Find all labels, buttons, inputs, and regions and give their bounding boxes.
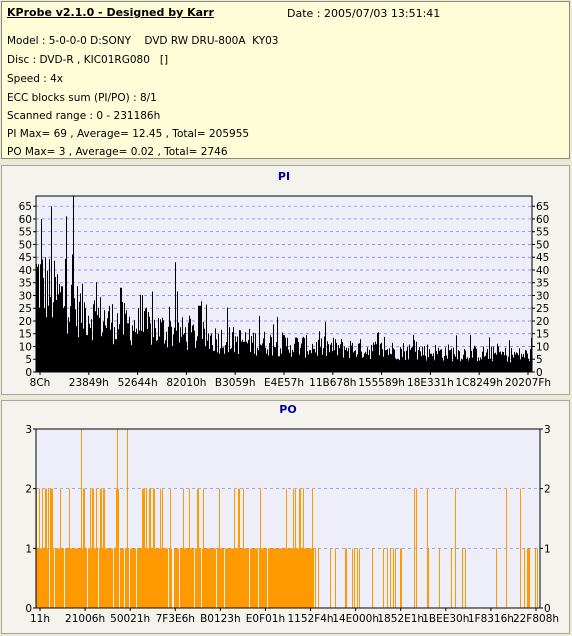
x-tick-label: 1BEE30h (422, 613, 469, 625)
x-tick-label: E0F01h (246, 613, 285, 625)
scan-date: Date : 2005/07/03 13:51:41 (287, 7, 441, 20)
x-tick-label: 8Ch (30, 377, 51, 389)
y-tick-label-right: 65 (536, 201, 549, 213)
y-tick-label-left: 50 (19, 239, 32, 251)
y-tick-label-right: 1 (544, 543, 551, 555)
x-tick-label: 11h (30, 613, 50, 625)
y-tick-label-left: 10 (19, 341, 32, 353)
x-tick-label: 155589h (358, 377, 405, 389)
y-tick-label-left: 0 (25, 603, 32, 615)
y-tick-label-right: 5 (536, 354, 543, 366)
y-tick-label-right: 0 (544, 603, 551, 615)
x-tick-label: 22F808h (513, 613, 559, 625)
x-tick-label: E4E57h (264, 377, 304, 389)
x-tick-label: 1C8249h (456, 377, 503, 389)
po-series (36, 429, 538, 608)
y-tick-label-left: 20 (19, 316, 32, 328)
range-line: Scanned range : 0 - 231186h (7, 110, 161, 122)
app-title: KProbe v2.1.0 - Designed by Karr (7, 6, 214, 19)
disc-line: Disc : DVD-R , KIC01RG080 [] (7, 54, 169, 66)
y-tick-label-left: 1 (25, 543, 32, 555)
x-tick-label: 20207Fh (505, 377, 551, 389)
x-tick-label: 1152F4h (287, 613, 333, 625)
y-tick-label-right: 35 (536, 278, 549, 290)
chart-title: PO (279, 403, 296, 416)
po-chart-panel: PO 0 0 1 1 2 2 3 3 11h 21006h 50021h 7F3E6h B0123h E0F… (1, 400, 570, 634)
y-tick-label-left: 3 (25, 424, 32, 436)
x-tick-label: 1852E1h (377, 613, 424, 625)
po-summary-line: PO Max= 3 , Average= 0.02 , Total= 2746 (7, 146, 228, 158)
y-tick-label-right: 60 (536, 214, 549, 226)
y-tick-label-left: 40 (19, 265, 32, 277)
y-tick-label-right: 55 (536, 227, 549, 239)
pi-chart-panel: PI 0 0 5 5 10 10 15 15 20 20 25 25 30 30 35 35 40 40 45 45 50… (1, 165, 570, 395)
y-tick-label-left: 0 (25, 367, 32, 379)
y-tick-label-left: 2 (25, 484, 32, 496)
speed-line: Speed : 4x (7, 73, 64, 85)
x-tick-label: 82010h (166, 377, 206, 389)
x-tick-label: 14E000h (332, 613, 379, 625)
y-tick-label-left: 55 (19, 227, 32, 239)
y-tick-label-left: 25 (19, 303, 32, 315)
x-tick-label: 1F8316h (468, 613, 514, 625)
ecc-line: ECC blocks sum (PI/PO) : 8/1 (7, 92, 157, 104)
po-chart: PO 0 0 1 1 2 2 3 3 11h 21006h 50021h 7F3E6h B0123h E0F… (25, 403, 559, 625)
y-tick-label-right: 45 (536, 252, 549, 264)
pi-summary-line: PI Max= 69 , Average= 12.45 , Total= 205… (7, 128, 250, 140)
y-tick-label-left: 60 (19, 214, 32, 226)
y-tick-label-left: 30 (19, 290, 32, 302)
pi-series-area (36, 196, 532, 372)
y-tick-label-right: 15 (536, 329, 549, 341)
y-tick-label-right: 30 (536, 290, 549, 302)
y-tick-label-right: 20 (536, 316, 549, 328)
y-tick-label-left: 65 (19, 201, 32, 213)
chart-title: PI (278, 170, 290, 183)
x-tick-label: 50021h (110, 613, 150, 625)
y-tick-label-left: 45 (19, 252, 32, 264)
x-tick-label: 7F3E6h (156, 613, 195, 625)
x-tick-label: 52644h (118, 377, 158, 389)
y-tick-label-right: 3 (544, 424, 551, 436)
y-tick-label-left: 35 (19, 278, 32, 290)
model-line: Model : 5-0-0-0 D:SONY DVD RW DRU-800A K… (7, 35, 279, 47)
x-tick-label: B0123h (200, 613, 241, 625)
info-panel: KProbe v2.1.0 - Designed by Karr Date : … (1, 1, 570, 159)
y-tick-label-right: 40 (536, 265, 549, 277)
y-tick-label-right: 2 (544, 484, 551, 496)
x-tick-label: 11B678h (309, 377, 356, 389)
x-tick-label: B3059h (215, 377, 256, 389)
y-tick-label-left: 15 (19, 329, 32, 341)
y-tick-label-right: 0 (536, 367, 543, 379)
plot-border (35, 428, 541, 609)
y-tick-label-left: 5 (25, 354, 32, 366)
y-tick-label-right: 10 (536, 341, 549, 353)
x-tick-label: 18E331h (407, 377, 454, 389)
x-tick-label: 23849h (69, 377, 109, 389)
y-tick-label-right: 25 (536, 303, 549, 315)
y-tick-label-right: 50 (536, 239, 549, 251)
x-tick-label: 21006h (65, 613, 105, 625)
